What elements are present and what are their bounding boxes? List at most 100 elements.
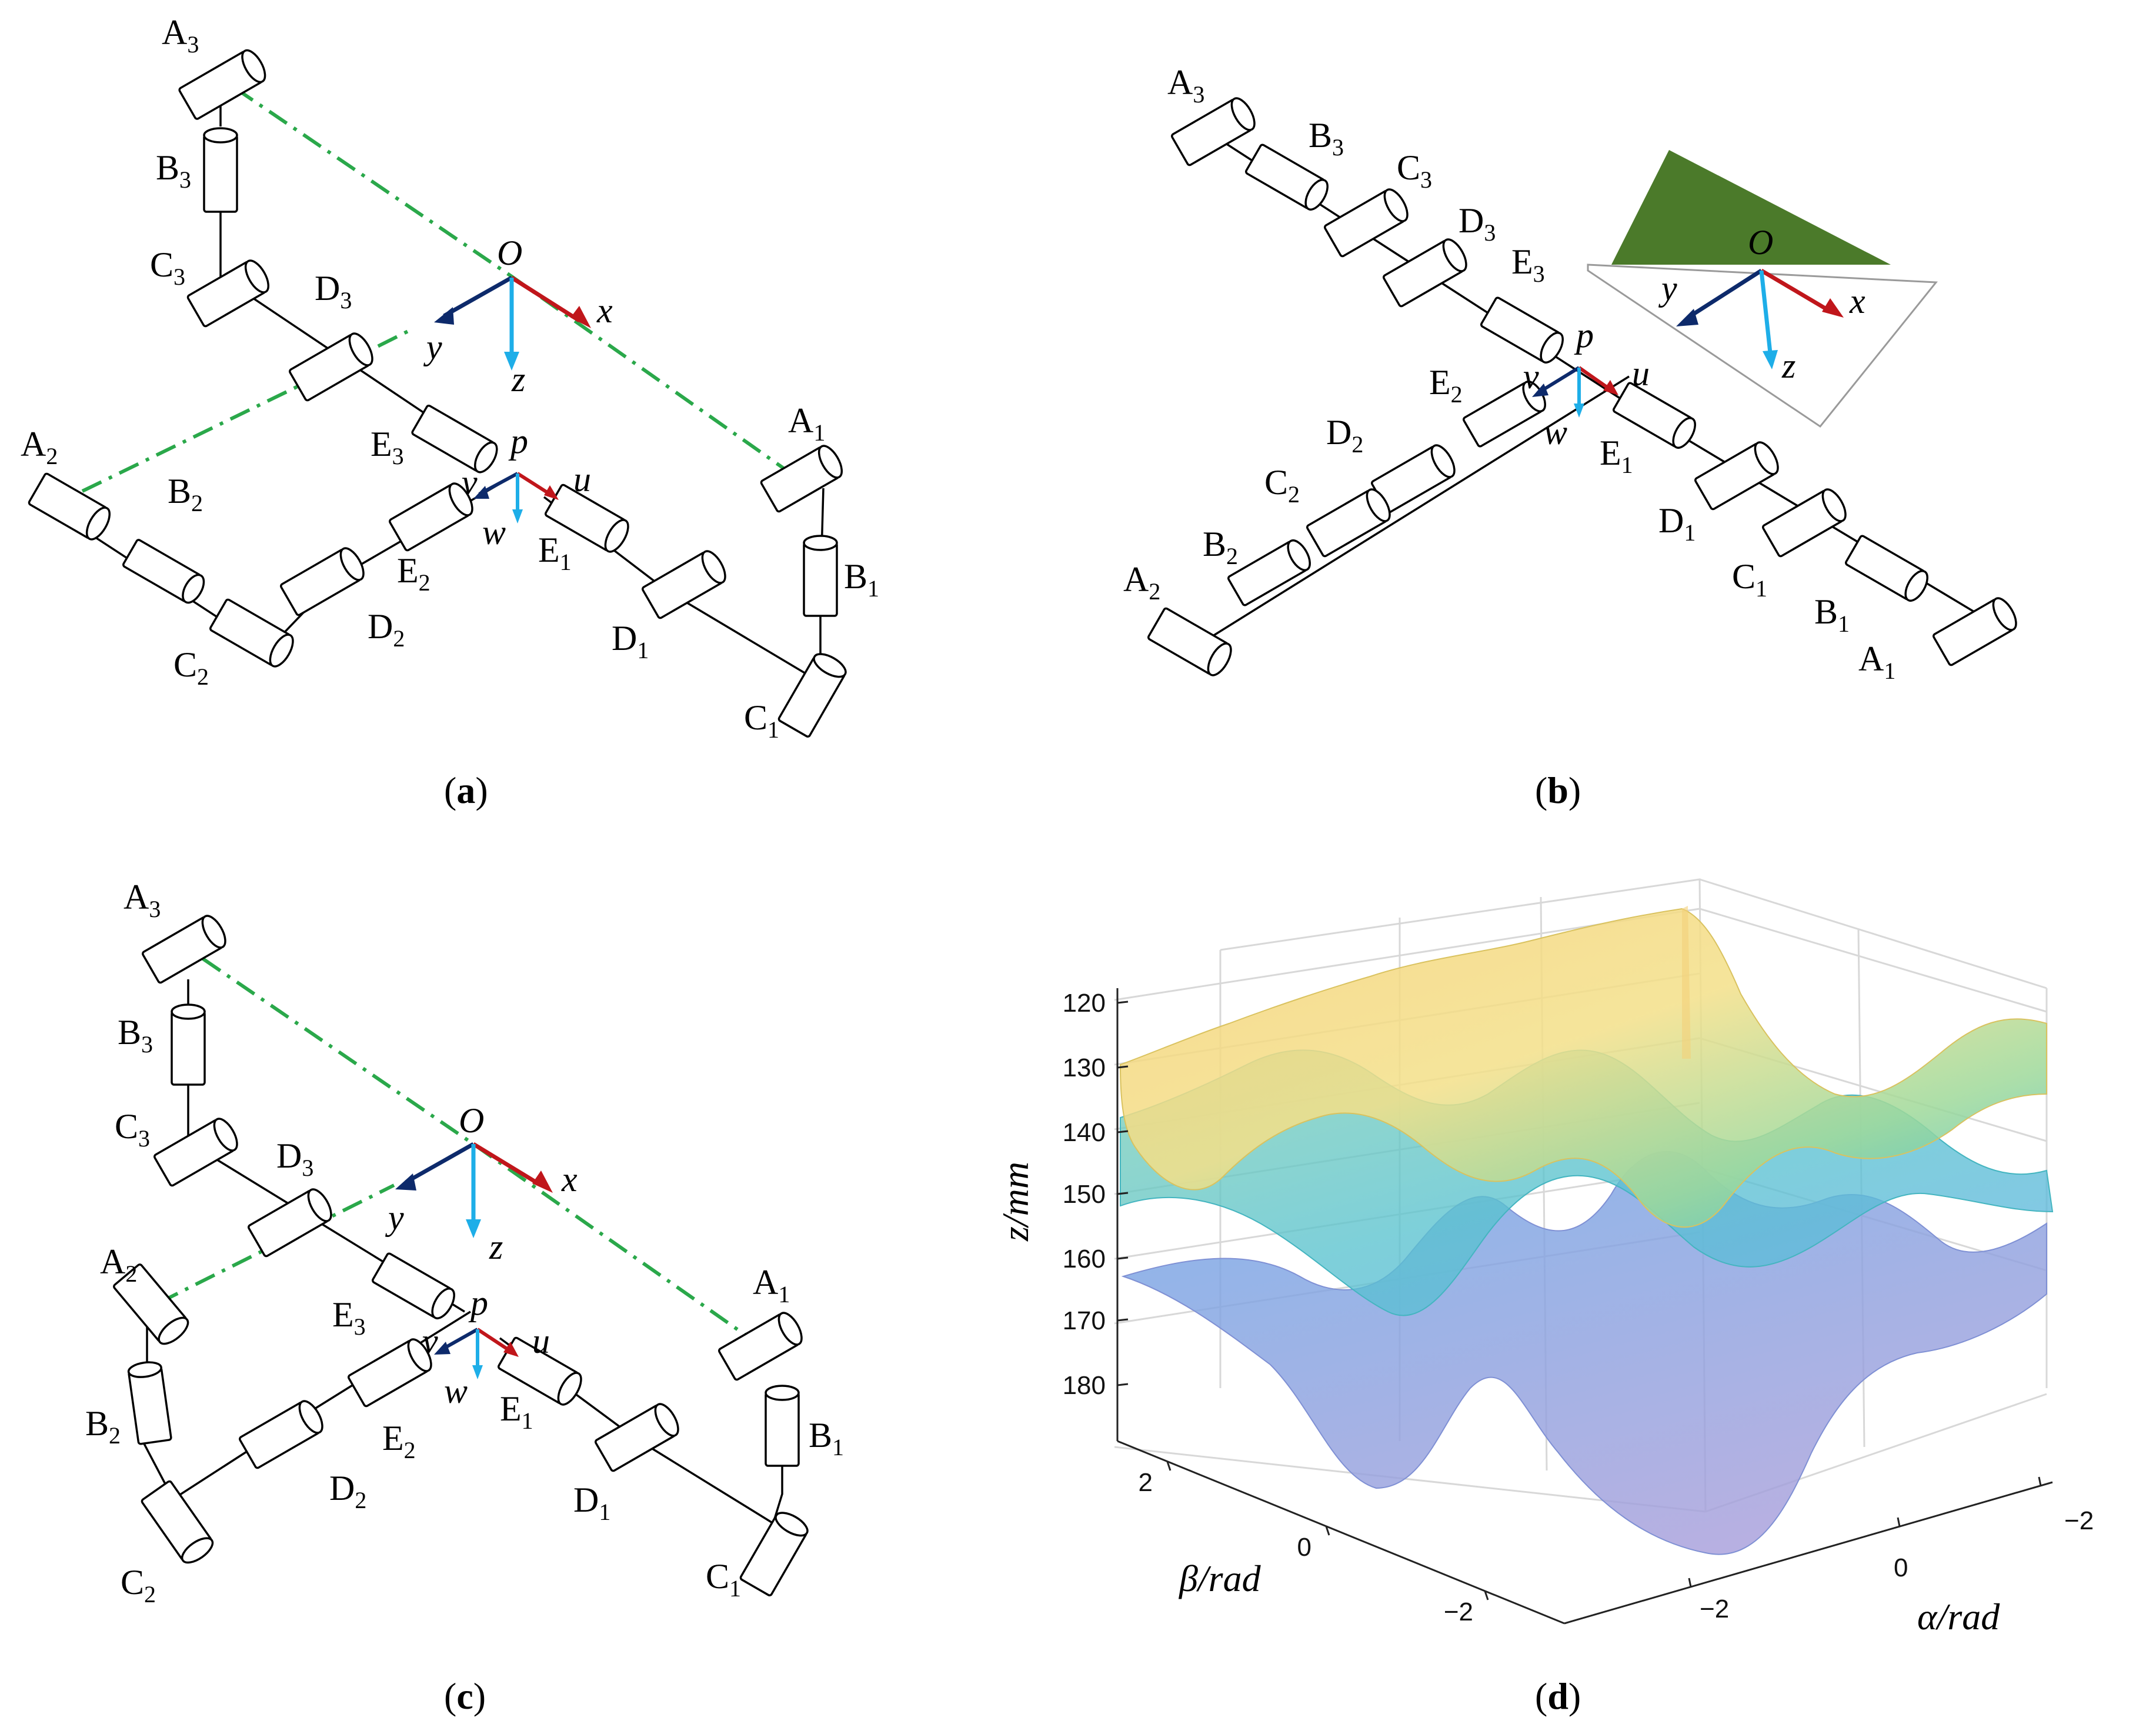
joint-C1-a [777,653,847,738]
label-E2-a: E2 [397,551,430,596]
joint-D2-c [239,1400,323,1469]
label-D1-a: D1 [612,619,649,663]
joint-C2-a [209,598,294,668]
label-D2-a: D2 [368,607,405,652]
joint-B3-a [203,127,238,213]
axis-y-b: y [1658,269,1677,308]
joint-A2-c [113,1263,189,1345]
axis-x-b: x [1849,282,1865,321]
axis-v-a: v [462,463,478,502]
label-A1-c: A1 [753,1263,790,1308]
label-B2-c: B2 [85,1404,121,1449]
beta-tick-0: 0 [1297,1533,1311,1562]
joint-B2-c [127,1361,172,1445]
label-E1-a: E1 [538,531,572,575]
axis-u-b: u [1632,354,1650,393]
caption-a: (a) [444,769,488,811]
label-C3-c: C3 [115,1107,150,1152]
z-tick-130: 130 [1063,1053,1106,1082]
label-A3-b: A3 [1167,63,1204,108]
joint-E2-c [348,1338,432,1408]
caption-d: (d) [1535,1675,1581,1717]
label-B3-b: B3 [1309,116,1344,161]
joint-D1-b [1694,441,1779,511]
joint-E1-b [1613,382,1696,449]
label-B1-b: B1 [1814,592,1850,637]
joint-A3-c [142,915,226,984]
moving-frame-b [1532,366,1618,418]
surfaces [1119,906,2054,1555]
label-A1-a: A1 [788,401,825,446]
joint-B1-b [1845,535,1928,602]
label-E1-b: E1 [1600,433,1633,478]
label-D2-c: D2 [329,1469,366,1513]
dash-lines-c [158,957,751,1340]
origin-O-b: O [1748,223,1773,262]
label-C2-c: C2 [121,1563,156,1608]
surface-upper [1119,908,2047,1228]
base-frame-c [395,1142,553,1238]
label-C2-b: C2 [1264,463,1300,508]
label-A2-a: A2 [21,425,58,469]
label-B2-a: B2 [168,472,203,516]
joint-B3-c [171,1003,206,1086]
axis-v-b: v [1523,357,1539,396]
label-A2-b: A2 [1123,560,1160,605]
label-B1-a: B1 [844,557,879,602]
joint-A1-a [760,445,843,513]
surface-upper-ridge [1682,906,1691,1059]
label-E3-a: E3 [371,425,404,469]
axis-w-b: w [1544,413,1567,452]
origin-p-b: p [1574,316,1594,355]
moving-frame-c [434,1328,519,1379]
dash-lines-a [81,86,792,493]
caption-c: (c) [444,1675,486,1717]
joint-D3-c [248,1188,332,1258]
label-C2-a: C2 [173,645,209,690]
joint-B3-b [1245,144,1329,211]
axis-x-a: x [596,291,613,330]
panel-b: O x y z p u v w A3 B3 C3 D3 E3 E2 D2 C2 … [1123,63,2017,811]
panel-d: 120 130 140 150 160 170 180 z/mm 2 0 −2 … [994,878,2094,1717]
joint-E3-b [1480,296,1564,364]
joint-A1-b [1933,597,2017,666]
base-plate-b [1587,150,1938,428]
cylinders-a [28,49,847,738]
label-C1-a: C1 [744,698,779,743]
z-axis: 120 130 140 150 160 170 180 z/mm [994,988,1129,1441]
joint-C2-b [1306,488,1391,558]
z-tick-160: 160 [1063,1245,1106,1273]
joint-D1-a [642,550,726,619]
label-E2-c: E2 [382,1419,416,1463]
beta-tick-neg2: −2 [1444,1598,1473,1626]
axis-z-c: z [489,1228,503,1266]
caption-b: (b) [1535,769,1581,811]
z-axis-label: z/mm [994,1162,1036,1242]
base-frame-b [1676,268,1844,369]
axis-x-c: x [561,1160,578,1199]
alpha-axis-label: α/rad [1917,1596,2000,1638]
box-right-top-edge [1699,878,2047,989]
beta-axis-label: β/rad [1178,1558,1261,1599]
beta-tick-2: 2 [1139,1468,1153,1497]
joint-A1-c [718,1312,803,1381]
label-E3-c: E3 [332,1295,366,1340]
alpha-axis: −2 0 −2 α/rad [1564,1476,2094,1638]
moving-frame-a [473,472,559,523]
alpha-tick-neg2-left: −2 [1700,1595,1729,1623]
panel-a: O x y z p u v w A3 B3 C3 D3 E3 A2 B2 C2 … [21,13,879,811]
base-plate-fill [1611,150,1891,265]
panel-c: O x y z p u v w A3 B3 C3 D3 E3 A2 B2 C2 … [85,878,844,1717]
joint-E3-a [411,404,498,473]
joint-C1-b [1762,488,1847,558]
z-tick-180: 180 [1063,1371,1106,1400]
joint-B1-c [765,1385,800,1467]
joint-D2-b [1371,444,1456,513]
cylinders-c [113,915,809,1596]
label-E1-c: E1 [500,1389,533,1434]
label-A1-b: A1 [1858,639,1895,684]
label-A3-a: A3 [162,13,199,58]
joint-E2-a [389,482,473,552]
joint-B2-b [1227,539,1311,606]
